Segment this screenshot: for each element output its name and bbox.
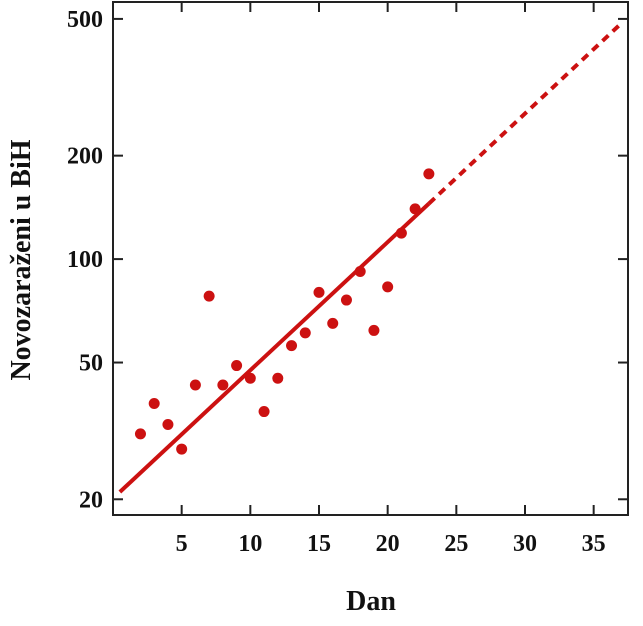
x-tick-label: 20 [376, 531, 400, 557]
x-axis-title: Dan [346, 586, 396, 617]
data-point [258, 406, 270, 418]
data-point [382, 281, 394, 293]
y-axis-title: Novozaraženi u BiH [6, 139, 37, 380]
y-tick-label: 20 [79, 487, 103, 513]
x-tick-label: 30 [513, 531, 537, 557]
data-point [272, 372, 284, 384]
data-point [217, 379, 229, 391]
data-point [148, 397, 160, 409]
x-tick-label: 10 [238, 531, 262, 557]
x-tick-label: 25 [444, 531, 468, 557]
data-point [162, 419, 174, 431]
data-point [423, 168, 435, 180]
data-point [231, 360, 243, 372]
y-tick-label: 100 [67, 247, 103, 273]
data-point [176, 443, 188, 455]
data-point [340, 294, 352, 306]
fit-line-solid [118, 202, 431, 494]
data-point [134, 428, 146, 440]
data-point [354, 266, 366, 278]
y-tick-label: 500 [67, 7, 103, 33]
data-point [368, 324, 380, 336]
data-point [203, 290, 215, 302]
data-point [327, 317, 339, 329]
data-point [244, 372, 256, 384]
data-point [189, 379, 201, 391]
data-point [286, 340, 298, 352]
y-tick-label: 50 [79, 351, 103, 377]
data-point [409, 203, 421, 215]
x-tick-label: 5 [176, 531, 188, 557]
data-point [395, 227, 407, 239]
fit-line-dashed [427, 21, 623, 206]
x-tick-label: 35 [582, 531, 606, 557]
x-tick-label: 15 [307, 531, 331, 557]
y-tick-label: 200 [67, 144, 103, 170]
data-point [313, 286, 325, 298]
data-point [299, 327, 311, 339]
